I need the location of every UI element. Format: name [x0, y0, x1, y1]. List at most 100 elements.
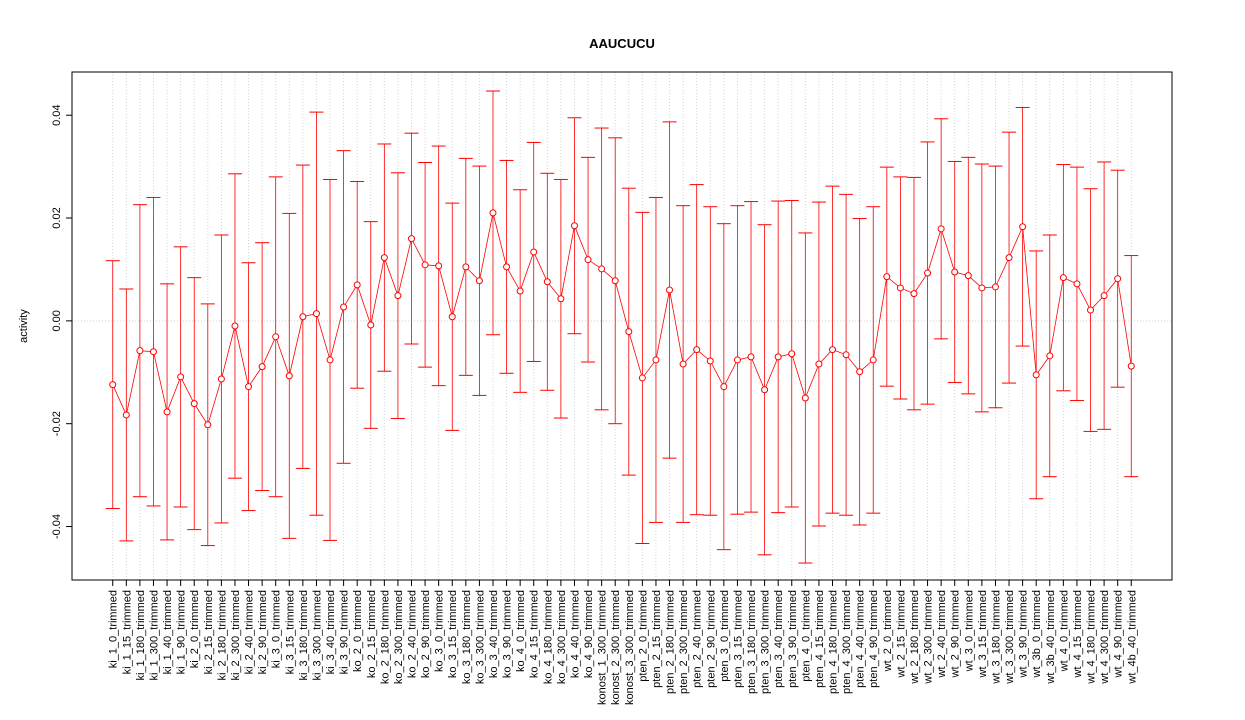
point — [136, 347, 144, 355]
x-tick-label: konost_1_300_trimmed — [597, 590, 609, 705]
y-tick-label: -0.02 — [51, 411, 63, 436]
x-tick-label: ko_2_0_trimmed — [352, 590, 364, 672]
x-tick-label: pten_2_0_trimmed — [637, 590, 649, 682]
x-tick-label: wt_4_90_trimmed — [1113, 590, 1125, 678]
point — [353, 281, 361, 289]
x-tick-label: pten_4_300_trimmed — [841, 590, 853, 694]
x-tick-label: pten_3_300_trimmed — [760, 590, 772, 694]
x-tick-label: ki_3_15_trimmed — [284, 590, 296, 674]
point — [149, 348, 157, 356]
x-tick-label: pten_4_180_trimmed — [827, 590, 839, 694]
x-tick-label: ki_1_15_trimmed — [121, 590, 133, 674]
point — [924, 269, 932, 277]
x-tick-label: wt_3b_40_trimmed — [1045, 590, 1057, 685]
point — [733, 356, 741, 364]
x-tick-label: ki_2_90_trimmed — [257, 590, 269, 674]
point — [991, 283, 999, 291]
point — [1046, 352, 1054, 360]
x-tick-label: ki_2_0_trimmed — [189, 590, 201, 668]
point — [408, 235, 416, 243]
point — [693, 346, 701, 354]
x-tick-label: wt_3_0_trimmed — [963, 590, 975, 672]
point — [815, 360, 823, 368]
point — [177, 373, 185, 381]
point — [272, 333, 280, 341]
point — [910, 290, 918, 298]
x-tick-label: pten_3_90_trimmed — [787, 590, 799, 688]
point — [557, 295, 565, 303]
x-tick-label: pten_3_15_trimmed — [732, 590, 744, 688]
point — [190, 400, 198, 408]
point — [163, 408, 171, 416]
x-tick-label: wt_4_0_trimmed — [1058, 590, 1070, 672]
point — [1127, 362, 1135, 370]
point — [299, 313, 307, 321]
x-tick-label: ko_2_180_trimmed — [379, 590, 391, 684]
x-tick-label: wt_2_300_trimmed — [923, 590, 935, 685]
point — [584, 256, 592, 264]
x-tick-label: pten_3_40_trimmed — [773, 590, 785, 688]
x-tick-label: pten_3_180_trimmed — [746, 590, 758, 694]
x-tick-label: wt_2_40_trimmed — [936, 590, 948, 678]
point — [869, 356, 877, 364]
x-tick-label: ko_4_40_trimmed — [569, 590, 581, 678]
x-tick-label: wt_2_90_trimmed — [950, 590, 962, 678]
point — [570, 222, 578, 230]
point — [638, 374, 646, 382]
point — [720, 383, 728, 391]
y-tick-label: 0.02 — [51, 207, 63, 228]
point — [978, 284, 986, 292]
point — [312, 310, 320, 318]
chart-title: AAUCUCU — [589, 36, 655, 51]
x-tick-label: ki_2_300_trimmed — [230, 590, 242, 681]
point — [896, 284, 904, 292]
point — [801, 394, 809, 402]
point — [666, 286, 674, 294]
point — [448, 313, 456, 321]
x-tick-label: wt_4b_40_trimmed — [1126, 590, 1138, 685]
y-tick-label: -0.04 — [51, 514, 63, 539]
point — [1100, 292, 1108, 300]
point — [258, 363, 266, 371]
x-tick-label: ko_4_0_trimmed — [515, 590, 527, 672]
point — [109, 381, 117, 389]
mean-line — [112, 212, 1132, 426]
x-tick-label: pten_2_40_trimmed — [692, 590, 704, 688]
point — [380, 254, 388, 262]
point — [964, 272, 972, 280]
x-tick-label: wt_3_300_trimmed — [1004, 590, 1016, 685]
point — [1114, 275, 1122, 283]
point — [285, 372, 293, 380]
x-tick-label: pten_2_180_trimmed — [665, 590, 677, 694]
point — [462, 263, 470, 271]
x-tick-label: pten_4_40_trimmed — [855, 590, 867, 688]
x-tick-label: ko_2_90_trimmed — [420, 590, 432, 678]
x-tick-label: konost_2_300_trimmed — [610, 590, 622, 705]
x-tick-label: ko_2_300_trimmed — [393, 590, 405, 684]
x-tick-label: ko_2_15_trimmed — [366, 590, 378, 678]
point — [1019, 223, 1027, 231]
point — [611, 277, 619, 285]
point — [204, 421, 212, 429]
point — [788, 350, 796, 358]
x-tick-label: ki_3_180_trimmed — [298, 590, 310, 681]
x-tick-label: ki_2_15_trimmed — [203, 590, 215, 674]
point — [706, 357, 714, 365]
x-tick-label: ko_3_40_trimmed — [488, 590, 500, 678]
x-tick-label: pten_4_90_trimmed — [868, 590, 880, 688]
y-tick-label: 0.00 — [51, 310, 63, 331]
x-tick-label: pten_2_300_trimmed — [678, 590, 690, 694]
x-tick-label: wt_4_15_trimmed — [1072, 590, 1084, 678]
point — [774, 353, 782, 361]
plot-frame — [71, 71, 1173, 581]
x-tick-label: ko_2_40_trimmed — [407, 590, 419, 678]
point — [231, 322, 239, 330]
point — [245, 383, 253, 391]
y-tick-label: 0.04 — [51, 104, 63, 125]
x-tick-label: wt_2_180_trimmed — [909, 590, 921, 685]
point — [598, 265, 606, 273]
point — [761, 386, 769, 394]
point — [937, 225, 945, 233]
point — [652, 356, 660, 364]
point — [367, 321, 375, 329]
